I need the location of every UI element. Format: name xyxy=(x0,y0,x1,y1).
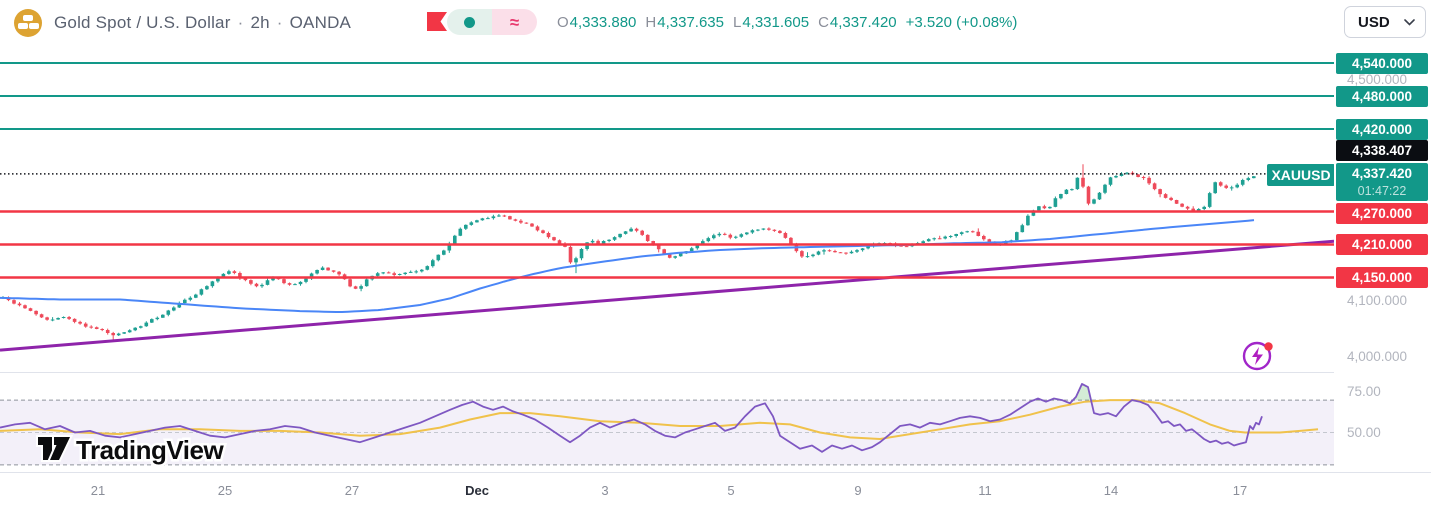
current-price-value: 4,337.420 xyxy=(1351,166,1413,181)
separator: · xyxy=(237,12,244,32)
separator: · xyxy=(276,12,283,32)
axis-grid-label: 4,500.000 xyxy=(1347,72,1408,87)
ohlc-values: O 4,333.880 H 4,337.635 L 4,331.605 C 4,337.… xyxy=(557,0,1017,45)
symbol-block[interactable]: Gold Spot / U.S. Dollar · 2h · OANDA xyxy=(14,8,351,37)
flag-icon[interactable] xyxy=(427,12,449,31)
axis-grid-label: 4,000.000 xyxy=(1347,349,1408,364)
price-level-badge: 4,150.000 xyxy=(1336,267,1428,288)
time-axis-label: 3 xyxy=(601,483,609,498)
tradingview-logo[interactable]: TradingView xyxy=(34,429,264,474)
time-axis-label: 27 xyxy=(344,483,360,498)
time-axis-label: 5 xyxy=(727,483,735,498)
time-axis-label: 25 xyxy=(217,483,233,498)
timeframe[interactable]: 2h xyxy=(250,12,270,32)
price-level-badge: 4,338.407 xyxy=(1336,139,1428,161)
delayed-data-indicator: ≈ xyxy=(492,9,537,35)
price-level-badge: 4,420.000 xyxy=(1336,118,1428,140)
time-axis-label: 17 xyxy=(1232,483,1248,498)
topbar: Gold Spot / U.S. Dollar · 2h · OANDA ≈ O 4,33… xyxy=(0,0,1431,45)
tradingview-logo-text: TradingView xyxy=(76,435,224,465)
axis-grid-label: 4,100.000 xyxy=(1347,293,1408,308)
time-axis[interactable]: 21 25 27 Dec 3 5 9 11 14 17 xyxy=(0,473,1431,513)
bar-countdown: 01:47:22 xyxy=(1357,184,1407,198)
approx-icon: ≈ xyxy=(509,12,520,32)
currency-dropdown[interactable]: USD xyxy=(1344,6,1426,38)
current-price-badge: 4,337.420 01:47:22 xyxy=(1336,163,1428,201)
currency-value: USD xyxy=(1358,13,1390,31)
low-value: 4,331.605 xyxy=(742,14,810,31)
time-axis-label: 14 xyxy=(1103,483,1119,498)
main-chart-pane[interactable] xyxy=(0,45,1335,372)
price-level-badge: 4,210.000 xyxy=(1336,234,1428,255)
open-value: 4,333.880 xyxy=(569,14,637,31)
high-value: 4,337.635 xyxy=(657,14,724,31)
lightning-icon[interactable] xyxy=(1241,338,1275,372)
axis-divider xyxy=(0,472,1431,473)
market-open-indicator xyxy=(447,9,492,35)
time-axis-label: Dec xyxy=(465,483,489,498)
symbol-name: Gold Spot / U.S. Dollar xyxy=(54,12,231,32)
time-axis-label: 9 xyxy=(854,483,862,498)
rsi-pane[interactable] xyxy=(0,372,1334,472)
exchange: OANDA xyxy=(289,12,352,32)
axis-grid-label: 50.00 xyxy=(1347,425,1381,440)
symbol-price-tag: XAUUSD xyxy=(1267,164,1335,186)
time-axis-label: 21 xyxy=(90,483,106,498)
candlestick-chart xyxy=(0,62,1335,352)
change-value: +3.520 (+0.08%) xyxy=(905,14,1018,31)
gold-symbol-icon xyxy=(14,8,42,37)
price-level-badge: 4,270.000 xyxy=(1336,202,1428,224)
market-status-pill[interactable]: ≈ xyxy=(447,9,537,35)
market-open-dot-icon xyxy=(464,16,475,28)
close-value: 4,337.420 xyxy=(829,14,897,31)
rsi-chart xyxy=(0,383,1334,466)
price-axis[interactable]: 50.00 75.00 4,000.000 4,100.000 4,500.000 4,… xyxy=(1334,45,1431,472)
symbol-title[interactable]: Gold Spot / U.S. Dollar · 2h · OANDA xyxy=(54,13,351,33)
close-label: C xyxy=(818,14,829,31)
price-level-badge: 4,480.000 xyxy=(1336,85,1428,107)
pane-divider xyxy=(0,372,1431,373)
low-label: L xyxy=(732,14,742,31)
chevron-down-icon xyxy=(1404,18,1415,26)
time-axis-label: 11 xyxy=(978,483,992,498)
axis-grid-label: 75.00 xyxy=(1347,384,1381,399)
price-level-badge: 4,540.000 xyxy=(1336,52,1428,74)
high-label: H xyxy=(645,14,657,31)
open-label: O xyxy=(557,14,569,31)
